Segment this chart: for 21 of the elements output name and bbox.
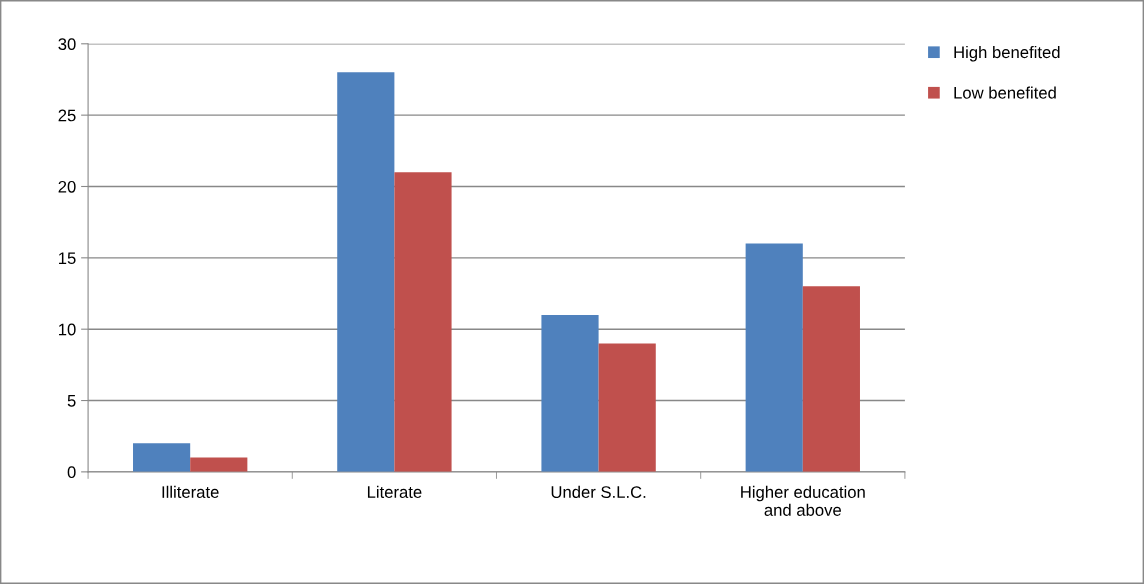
y-tick-label: 10 [59,323,76,336]
bar [802,286,860,472]
x-tick-label: Illiterate [162,485,219,498]
y-tick-label: 5 [67,395,76,407]
bar [745,243,803,472]
x-tick-label: Higher education and above [741,485,865,516]
y-tick-label: 0 [67,466,76,479]
y-tick-label: 25 [58,109,76,122]
legend-label: Low benefited [954,86,1056,99]
x-tick-label: Literate [367,485,422,498]
y-tick-label: 15 [59,252,76,265]
bar [598,343,656,472]
bar [394,172,452,472]
bar [541,314,599,472]
y-tick-label: 30 [58,38,76,50]
legend-label: High benefited [954,45,1060,62]
bar [133,443,191,472]
x-tick-label: Under S.L.C. [551,485,646,498]
bar [190,457,248,472]
y-tick-label: 20 [58,180,76,193]
bar [337,72,395,472]
